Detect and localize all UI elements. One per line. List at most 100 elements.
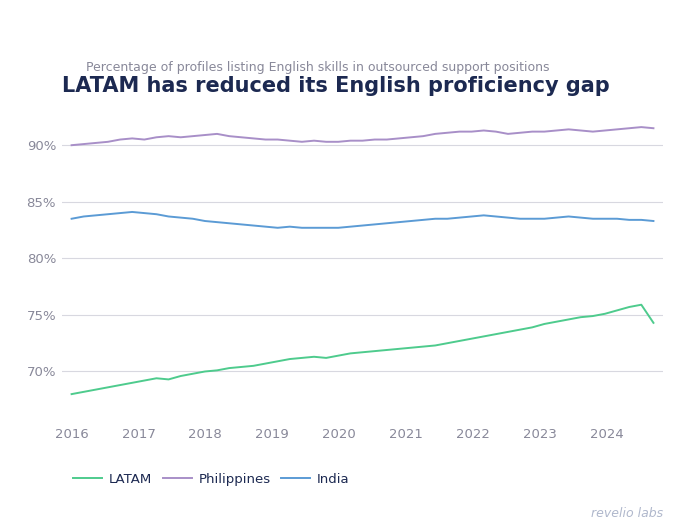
LATAM (164, 376, 172, 383)
India (637, 216, 646, 223)
Philippines (468, 128, 476, 135)
LATAM (92, 386, 100, 393)
LATAM (104, 384, 112, 391)
LATAM (564, 316, 573, 323)
India (431, 215, 439, 222)
Philippines (92, 140, 100, 146)
India (201, 218, 209, 224)
Philippines (213, 131, 221, 137)
LATAM (419, 343, 428, 350)
Philippines (286, 137, 294, 144)
Philippines (164, 133, 172, 139)
Philippines (371, 136, 379, 143)
India (407, 218, 415, 224)
India (213, 219, 221, 225)
LATAM (456, 338, 464, 344)
India (92, 212, 100, 219)
Philippines (528, 128, 536, 135)
India (516, 215, 524, 222)
India (261, 223, 269, 230)
Philippines (346, 137, 354, 144)
India (443, 215, 451, 222)
LATAM (540, 321, 549, 327)
India (274, 224, 282, 231)
LATAM (407, 345, 415, 351)
LATAM (116, 382, 124, 388)
Philippines (504, 131, 512, 137)
LATAM (625, 304, 633, 310)
India (176, 214, 185, 221)
Philippines (250, 135, 258, 142)
LATAM (213, 367, 221, 373)
Philippines (189, 133, 197, 139)
LATAM (298, 355, 306, 361)
India (601, 215, 609, 222)
Philippines (649, 125, 657, 131)
LATAM (504, 329, 512, 335)
LATAM (250, 363, 258, 369)
Philippines (176, 134, 185, 140)
India (237, 221, 246, 228)
LATAM (286, 356, 294, 362)
Line: Philippines: Philippines (72, 127, 653, 145)
Philippines (419, 133, 428, 139)
LATAM (79, 389, 88, 395)
India (334, 224, 343, 231)
India (298, 224, 306, 231)
LATAM (589, 313, 597, 319)
LATAM (601, 310, 609, 317)
Philippines (395, 135, 403, 142)
Philippines (261, 136, 269, 143)
LATAM (431, 342, 439, 348)
India (564, 213, 573, 220)
India (250, 222, 258, 229)
LATAM (201, 369, 209, 375)
LATAM (443, 340, 451, 346)
LATAM (382, 347, 391, 353)
Philippines (116, 136, 124, 143)
LATAM (322, 355, 330, 361)
Philippines (382, 136, 391, 143)
India (479, 212, 488, 219)
India (468, 213, 476, 220)
India (371, 221, 379, 228)
Philippines (479, 127, 488, 134)
India (553, 214, 561, 221)
Philippines (456, 128, 464, 135)
Philippines (431, 131, 439, 137)
Philippines (589, 128, 597, 135)
India (395, 219, 403, 225)
LATAM (395, 346, 403, 352)
India (649, 218, 657, 224)
Philippines (79, 141, 88, 147)
LATAM (176, 373, 185, 379)
India (419, 216, 428, 223)
LATAM (189, 371, 197, 377)
India (456, 214, 464, 221)
India (68, 215, 76, 222)
LATAM (637, 301, 646, 308)
Philippines (577, 127, 585, 134)
LATAM (153, 375, 161, 381)
LATAM (310, 354, 318, 360)
India (589, 215, 597, 222)
LATAM (553, 318, 561, 325)
LATAM (613, 307, 621, 314)
Philippines (553, 127, 561, 134)
Philippines (225, 133, 233, 139)
Philippines (601, 127, 609, 134)
Philippines (310, 137, 318, 144)
LATAM (68, 391, 76, 397)
India (528, 215, 536, 222)
Philippines (237, 134, 246, 140)
Philippines (104, 139, 112, 145)
LATAM (358, 349, 367, 355)
Philippines (613, 126, 621, 133)
Text: revelio labs: revelio labs (592, 507, 663, 520)
LATAM (492, 331, 500, 337)
Text: Percentage of profiles listing English skills in outsourced support positions: Percentage of profiles listing English s… (86, 61, 549, 74)
LATAM (649, 319, 657, 326)
Philippines (68, 142, 76, 148)
Philippines (625, 125, 633, 131)
Line: LATAM: LATAM (72, 305, 653, 394)
